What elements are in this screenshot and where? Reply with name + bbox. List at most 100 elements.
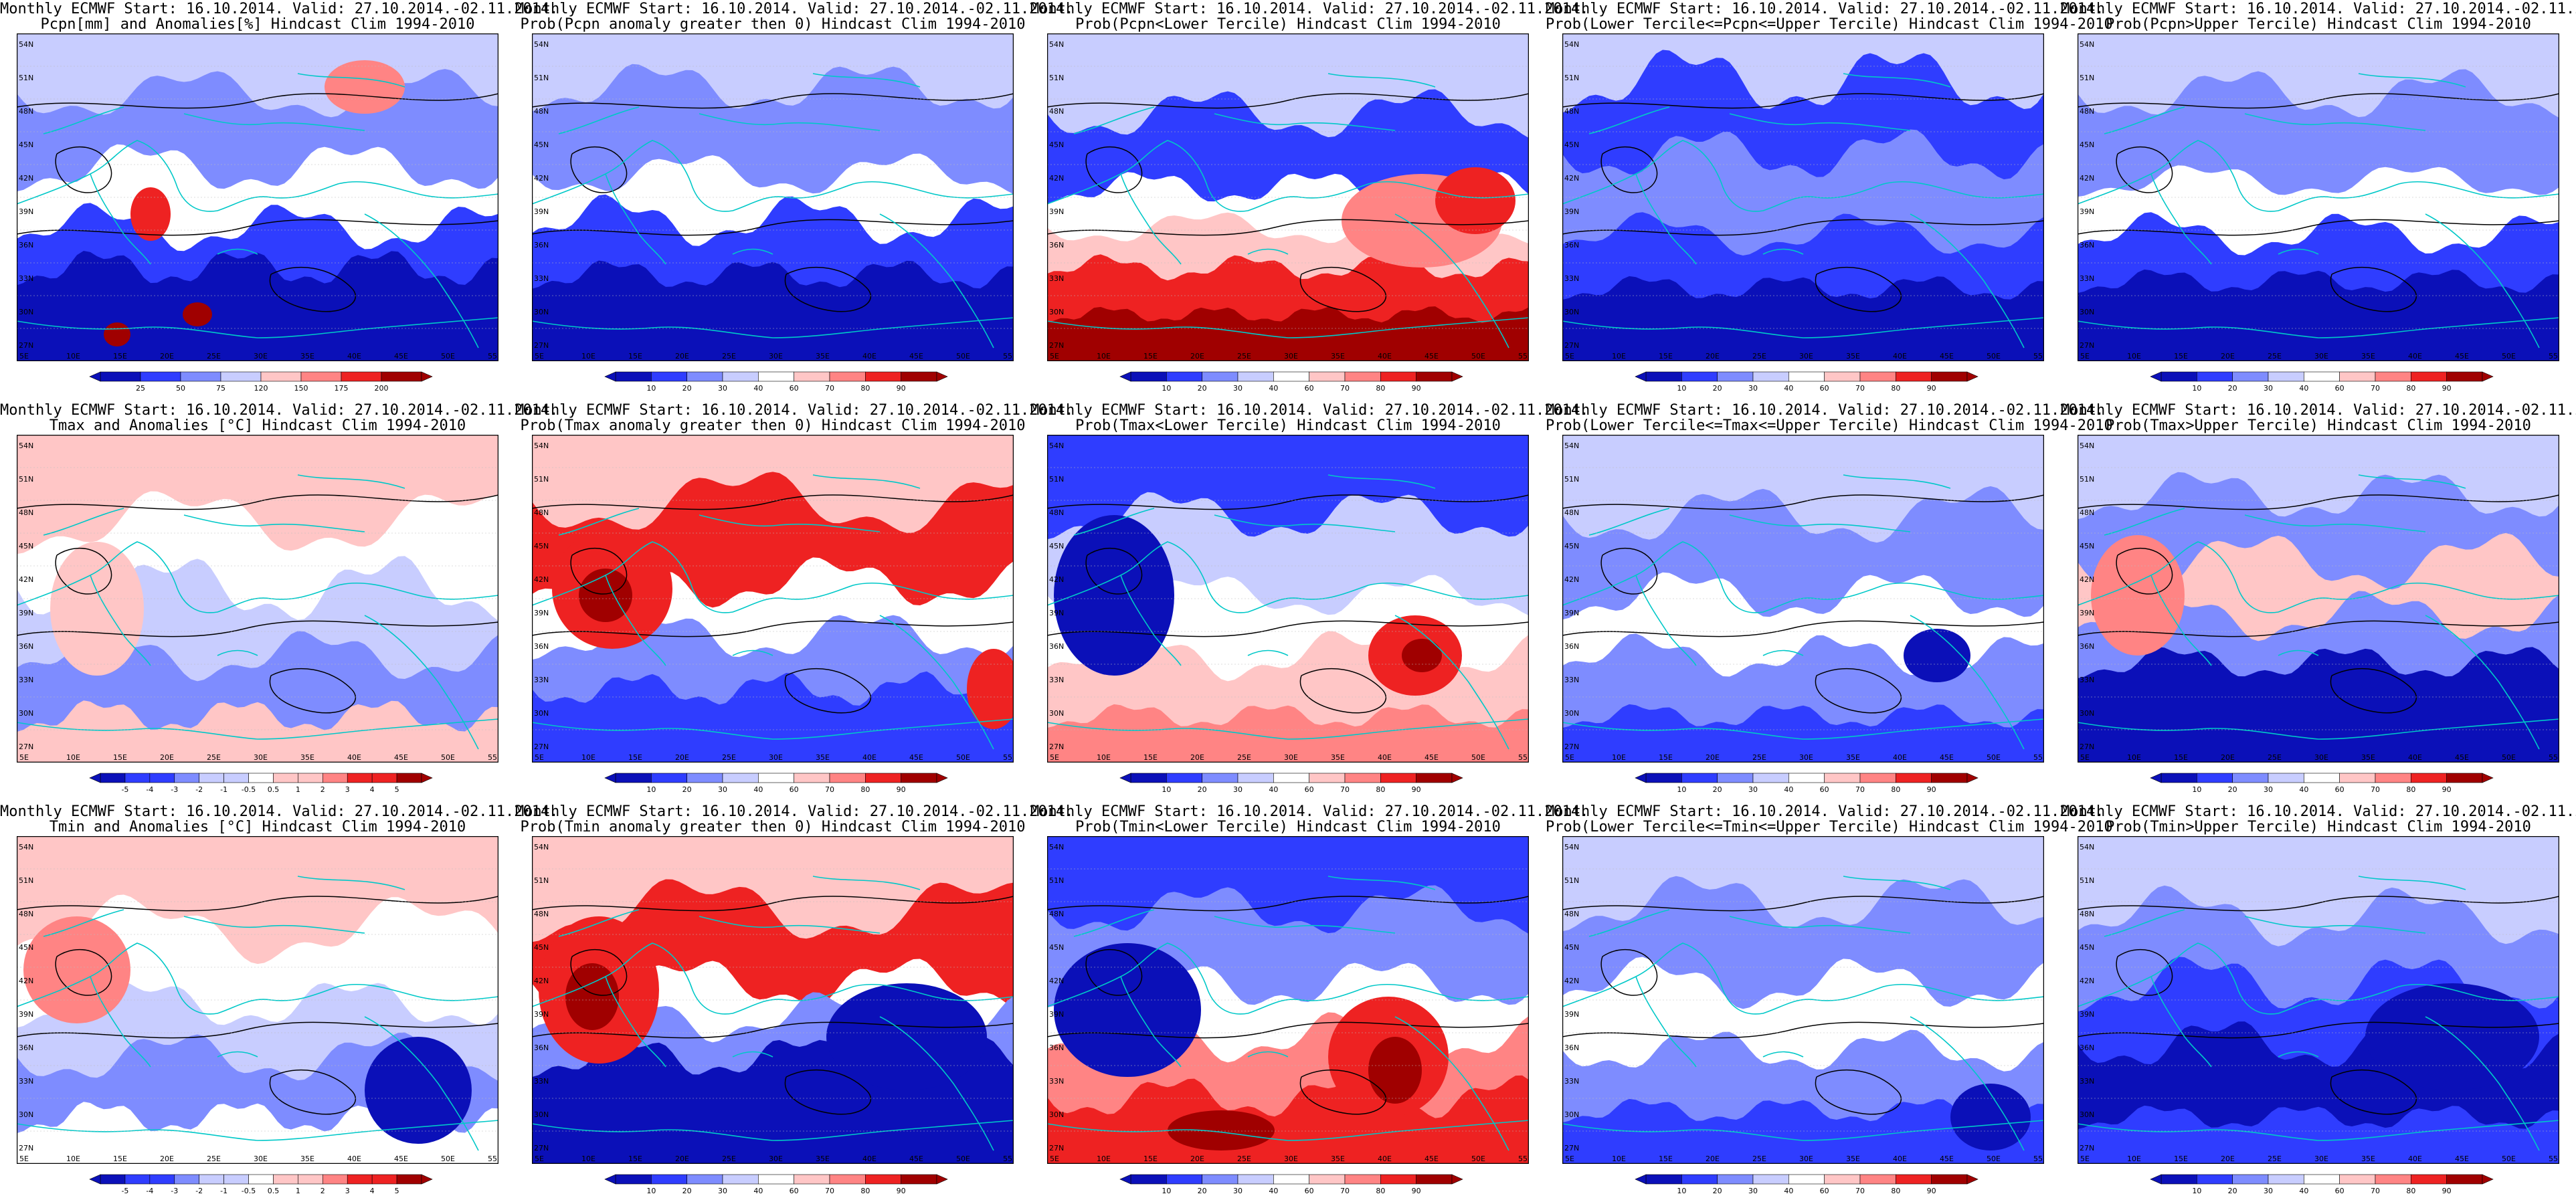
lon-tick-label: 15E — [113, 1155, 127, 1163]
lon-tick-label: 20E — [2221, 753, 2235, 762]
map-plot: 54N 51N 48N 45N 42N 39N 36N 33N 30N 27N 5E 10E 15E 20… — [2078, 33, 2559, 361]
map-plot: 54N 51N 48N 45N 42N 39N 36N 33N 30N 27N 5E 10E 15E 20… — [1562, 33, 2044, 361]
colorbar-swatch — [174, 773, 199, 783]
lat-tick-label: 27N — [2080, 341, 2094, 350]
colorbar-label: 3 — [345, 785, 350, 794]
lat-tick-label: 45N — [1049, 943, 1064, 952]
coastline — [1394, 615, 1509, 750]
lat-tick-label: 54N — [19, 843, 33, 851]
lon-tick-label: 35E — [2361, 753, 2375, 762]
lon-tick-label: 55E — [2033, 352, 2044, 361]
lon-tick-label: 40E — [1378, 352, 1392, 361]
lon-tick-label: 25E — [2268, 753, 2282, 762]
contour-line — [2116, 146, 2173, 193]
colorbar-swatch — [1896, 371, 1932, 382]
colorbar-label: 30 — [718, 785, 727, 794]
colorbar-label: 30 — [718, 384, 727, 393]
colorbar-label: 40 — [2299, 1187, 2308, 1195]
lon-tick-label: 20E — [675, 1155, 689, 1163]
colorbar-label: 10 — [2192, 1187, 2201, 1195]
lon-tick-label: 40E — [2408, 352, 2422, 361]
panel-title-line2: Tmax and Anomalies [°C] Hindcast Clim 19… — [49, 417, 466, 434]
map-panel: Monthly ECMWF Start: 16.10.2014. Valid: … — [2061, 803, 2576, 1204]
lon-tick-label: 50E — [2502, 1155, 2516, 1163]
coastline — [558, 106, 640, 134]
colorbar-label: 60 — [2335, 1187, 2344, 1195]
lon-tick-label: 5E — [1050, 352, 1059, 361]
coastline — [2078, 541, 2559, 613]
colorbar-swatch — [1681, 773, 1718, 783]
lat-tick-label: 42N — [2080, 977, 2094, 985]
lat-tick-label: 36N — [1049, 642, 1064, 651]
lon-tick-label: 20E — [1190, 1155, 1204, 1163]
colorbar-label: 3 — [345, 1187, 350, 1195]
lon-tick-label: 5E — [19, 1155, 29, 1163]
colorbar-label: -1 — [220, 1187, 227, 1195]
colorbar-label: 90 — [1927, 384, 1936, 393]
colorbar-swatch — [2197, 773, 2233, 783]
colorbar-swatch — [901, 1174, 937, 1185]
lat-tick-label: 36N — [2080, 642, 2094, 651]
lon-tick-label: 45E — [394, 753, 408, 762]
colorbar-label: 20 — [682, 384, 692, 393]
colorbar-label: -5 — [121, 1187, 128, 1195]
map-frame — [532, 435, 1014, 763]
lat-tick-label: 33N — [534, 274, 549, 283]
lon-tick-label: 45E — [1940, 352, 1954, 361]
panel-title-line1: Monthly ECMWF Start: 16.10.2014. Valid: … — [1546, 402, 2104, 419]
lat-tick-label: 36N — [1049, 241, 1064, 249]
colorbar-swatch — [140, 371, 181, 382]
lon-tick-label: 45E — [909, 1155, 923, 1163]
contour-line — [570, 948, 628, 996]
colorbar-label: 10 — [1677, 785, 1686, 794]
lon-tick-label: 30E — [1799, 753, 1813, 762]
colorbar-label: 20 — [1198, 384, 1207, 393]
lon-tick-label: 20E — [1706, 1155, 1720, 1163]
lat-tick-label: 27N — [1049, 341, 1064, 350]
lat-tick-label: 45N — [534, 542, 549, 550]
map-panel: Monthly ECMWF Start: 16.10.2014. Valid: … — [1030, 803, 1588, 1204]
coastline — [1120, 976, 1182, 1068]
shaded-region — [17, 251, 498, 361]
colorbar-label: 90 — [1927, 785, 1936, 794]
colorbar-swatch — [149, 773, 175, 783]
lon-tick-label: 20E — [675, 352, 689, 361]
map-frame — [17, 435, 498, 763]
lon-tick-label: 50E — [441, 753, 455, 762]
colorbar-label: 70 — [2371, 785, 2380, 794]
coastline — [558, 909, 640, 937]
coastline — [605, 575, 666, 666]
map-panel: Monthly ECMWF Start: 16.10.2014. Valid: … — [2061, 401, 2576, 803]
lon-tick-label: 20E — [2221, 1155, 2235, 1163]
lat-tick-label: 54N — [534, 441, 549, 450]
colorbar-label: 20 — [682, 1187, 692, 1195]
lat-tick-label: 45N — [19, 140, 33, 149]
anomaly-blob — [826, 983, 987, 1090]
colorbar-label: 60 — [1305, 785, 1314, 794]
lon-tick-label: 15E — [1143, 352, 1158, 361]
contour-line — [570, 146, 628, 193]
anomaly-blob — [183, 302, 212, 326]
lon-tick-label: 10E — [581, 352, 595, 361]
lat-tick-label: 54N — [1564, 843, 1579, 851]
colorbar-swatch — [396, 773, 422, 783]
lat-tick-label: 33N — [19, 274, 33, 283]
colorbar-swatch — [100, 371, 141, 382]
lon-tick-label: 30E — [254, 753, 268, 762]
coastline — [2244, 916, 2426, 934]
lat-tick-label: 48N — [534, 508, 549, 517]
contour-line — [2078, 494, 2559, 510]
contour-line — [17, 494, 498, 510]
colorbar-label: 30 — [2264, 384, 2273, 393]
colorbar-swatch — [124, 773, 151, 783]
colorbar-swatch — [1344, 773, 1381, 783]
colorbar-label: 40 — [1784, 1187, 1793, 1195]
contour-line — [2116, 547, 2173, 595]
coastline — [2278, 1051, 2319, 1058]
colorbar-swatch — [1273, 371, 1309, 382]
coastline — [1562, 541, 2044, 613]
lon-tick-label: 40E — [1378, 753, 1392, 762]
coastline — [90, 173, 151, 265]
lat-tick-label: 36N — [1564, 1043, 1579, 1052]
lat-tick-label: 51N — [1564, 876, 1579, 885]
